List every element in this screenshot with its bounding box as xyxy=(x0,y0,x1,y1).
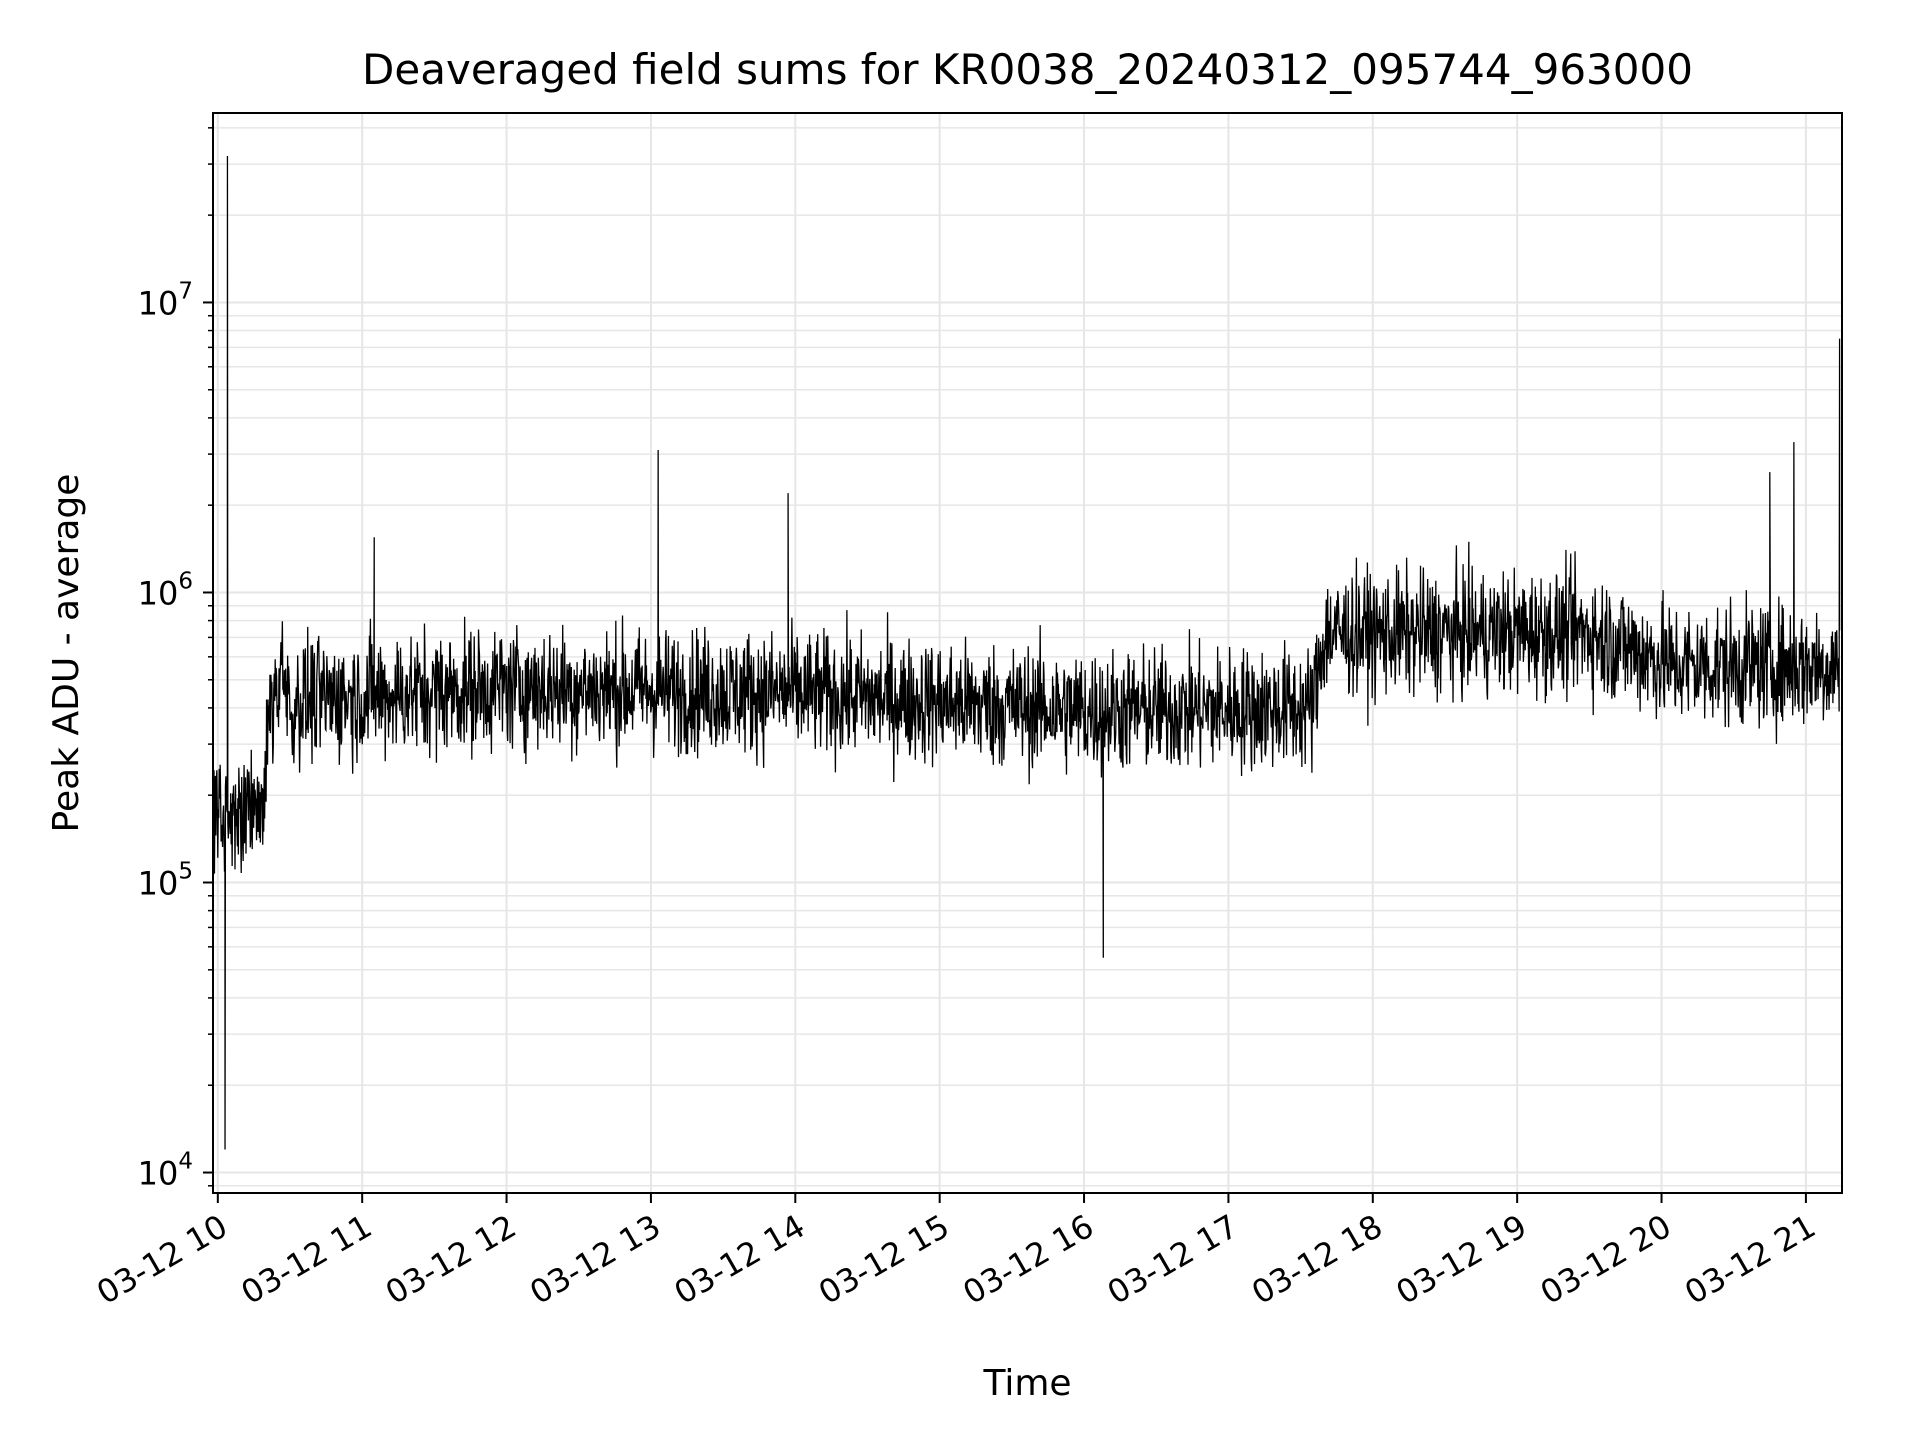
y-tick-label: 107 xyxy=(138,278,193,322)
y-tick-label: 106 xyxy=(138,568,193,612)
chart-title: Deaveraged field sums for KR0038_2024031… xyxy=(362,45,1693,94)
series-line xyxy=(213,155,1841,1150)
y-axis-label: Peak ADU - average xyxy=(46,474,87,833)
y-tick-label: 105 xyxy=(138,859,193,903)
y-tick-label: 104 xyxy=(138,1149,193,1193)
plot-frame xyxy=(212,112,1843,1194)
x-axis-label: Time xyxy=(982,1363,1071,1404)
plot-area xyxy=(213,155,1841,1150)
y-axis: 104 105 106 107 xyxy=(138,127,213,1193)
